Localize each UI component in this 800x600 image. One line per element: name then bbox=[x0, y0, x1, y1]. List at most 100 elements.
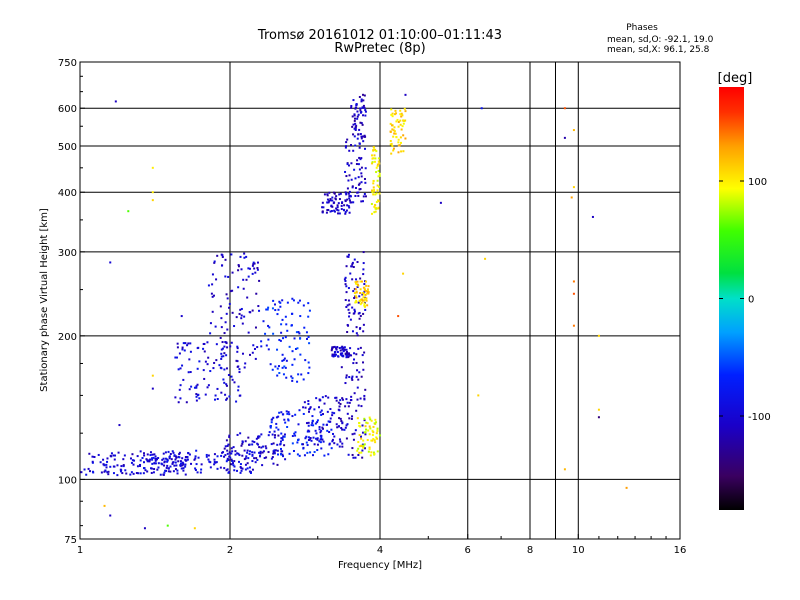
data-point bbox=[178, 451, 181, 454]
data-point bbox=[248, 450, 251, 453]
data-point bbox=[400, 128, 403, 131]
data-point bbox=[181, 461, 184, 464]
data-point bbox=[394, 109, 397, 112]
data-point bbox=[260, 446, 263, 449]
data-point bbox=[357, 183, 360, 186]
data-point bbox=[197, 393, 200, 396]
data-point bbox=[372, 149, 375, 152]
data-point bbox=[141, 456, 144, 459]
data-point bbox=[359, 435, 362, 438]
data-point bbox=[216, 398, 219, 401]
data-point bbox=[356, 280, 359, 283]
data-point bbox=[357, 113, 360, 116]
data-point bbox=[223, 467, 226, 470]
data-point bbox=[216, 254, 219, 257]
data-point bbox=[363, 351, 366, 354]
data-point bbox=[213, 463, 216, 466]
data-point bbox=[247, 267, 250, 270]
data-point bbox=[334, 354, 337, 357]
data-point bbox=[392, 129, 395, 132]
data-point bbox=[220, 355, 223, 358]
data-point bbox=[272, 416, 275, 419]
data-point bbox=[268, 326, 271, 329]
data-point bbox=[151, 166, 154, 169]
data-point bbox=[354, 129, 357, 132]
data-point bbox=[296, 439, 299, 442]
data-point bbox=[195, 399, 198, 402]
data-point bbox=[195, 386, 198, 389]
data-point bbox=[306, 430, 309, 433]
data-point bbox=[212, 367, 215, 370]
data-point bbox=[376, 450, 379, 453]
data-point bbox=[354, 288, 357, 291]
data-point bbox=[371, 191, 374, 194]
data-point bbox=[286, 412, 289, 415]
data-point bbox=[251, 468, 254, 471]
data-point bbox=[364, 114, 367, 117]
data-point bbox=[259, 450, 262, 453]
data-point bbox=[284, 336, 287, 339]
data-point bbox=[335, 195, 338, 198]
data-point bbox=[284, 366, 287, 369]
data-point bbox=[354, 194, 357, 197]
data-point bbox=[347, 192, 350, 195]
data-point bbox=[365, 297, 368, 300]
data-point bbox=[353, 135, 356, 138]
data-point bbox=[396, 118, 399, 121]
data-point bbox=[291, 312, 294, 315]
data-point bbox=[228, 434, 231, 437]
data-point bbox=[243, 256, 246, 259]
data-point bbox=[362, 299, 365, 302]
data-point bbox=[345, 145, 348, 148]
data-point bbox=[597, 408, 600, 411]
data-point bbox=[224, 393, 227, 396]
data-point bbox=[358, 451, 361, 454]
data-point bbox=[269, 363, 272, 366]
data-point bbox=[178, 388, 181, 391]
data-point bbox=[299, 353, 302, 356]
data-point bbox=[402, 150, 405, 153]
data-point bbox=[258, 309, 261, 312]
data-point bbox=[226, 468, 229, 471]
data-point bbox=[278, 300, 281, 303]
data-point bbox=[304, 359, 307, 362]
data-point bbox=[361, 443, 364, 446]
data-point bbox=[329, 408, 332, 411]
chart-title: Tromsø 20161012 01:10:00–01:11:43 bbox=[257, 28, 502, 43]
data-point bbox=[337, 408, 340, 411]
data-point bbox=[397, 315, 400, 318]
data-point bbox=[280, 411, 283, 414]
data-point bbox=[133, 459, 136, 462]
data-point bbox=[352, 456, 355, 459]
data-point bbox=[337, 425, 340, 428]
data-point bbox=[344, 405, 347, 408]
data-point bbox=[304, 437, 307, 440]
data-point bbox=[312, 454, 315, 457]
data-point bbox=[364, 135, 367, 138]
data-point bbox=[373, 205, 376, 208]
data-point bbox=[336, 443, 339, 446]
data-point bbox=[363, 302, 366, 305]
data-point bbox=[230, 452, 233, 455]
data-point bbox=[181, 364, 184, 367]
data-point bbox=[391, 112, 394, 115]
data-point bbox=[240, 444, 243, 447]
data-point bbox=[299, 315, 302, 318]
data-point bbox=[391, 128, 394, 131]
data-point bbox=[216, 455, 219, 458]
data-point bbox=[293, 432, 296, 435]
data-point bbox=[279, 440, 282, 443]
data-point bbox=[372, 193, 375, 196]
data-point bbox=[262, 445, 265, 448]
data-point bbox=[196, 347, 199, 350]
data-point bbox=[360, 444, 363, 447]
data-point bbox=[331, 346, 334, 349]
data-point bbox=[283, 365, 286, 368]
data-point bbox=[220, 348, 223, 351]
data-point bbox=[142, 452, 145, 455]
data-point bbox=[400, 112, 403, 115]
data-point bbox=[354, 122, 357, 125]
data-point bbox=[288, 413, 291, 416]
data-point bbox=[233, 469, 236, 472]
data-point bbox=[112, 465, 115, 468]
